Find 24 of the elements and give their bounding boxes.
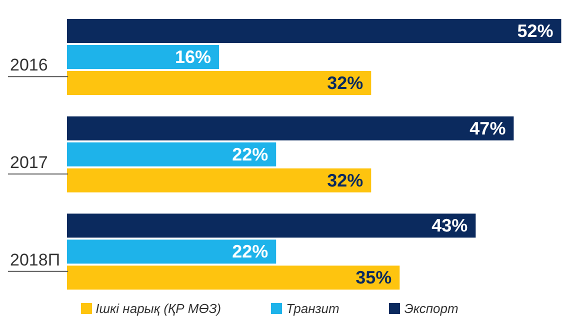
bar bbox=[67, 214, 476, 238]
bar bbox=[67, 45, 220, 69]
data-label: 43% bbox=[432, 216, 468, 236]
legend-label: Ішкі нарық (ҚР МӨЗ) bbox=[96, 301, 222, 316]
data-label: 47% bbox=[470, 118, 506, 138]
data-label: 22% bbox=[232, 144, 268, 164]
data-label: 32% bbox=[327, 170, 364, 190]
bar bbox=[67, 240, 276, 264]
data-label: 35% bbox=[356, 268, 392, 288]
bar bbox=[67, 116, 514, 140]
bar bbox=[67, 19, 562, 43]
data-label: 16% bbox=[175, 47, 212, 67]
y-tick-label: 2017 bbox=[10, 153, 48, 172]
bar bbox=[67, 168, 372, 192]
legend-label: Экспорт bbox=[404, 301, 458, 316]
y-tick-label: 2016 bbox=[10, 56, 48, 75]
bar bbox=[67, 266, 400, 290]
legend-label: Транзит bbox=[286, 301, 340, 316]
data-label: 32% bbox=[327, 73, 364, 93]
data-label: 52% bbox=[517, 21, 554, 41]
data-label: 22% bbox=[232, 242, 268, 262]
bar bbox=[67, 71, 372, 95]
y-tick-label: 2018П bbox=[10, 250, 60, 270]
bar bbox=[67, 142, 276, 166]
